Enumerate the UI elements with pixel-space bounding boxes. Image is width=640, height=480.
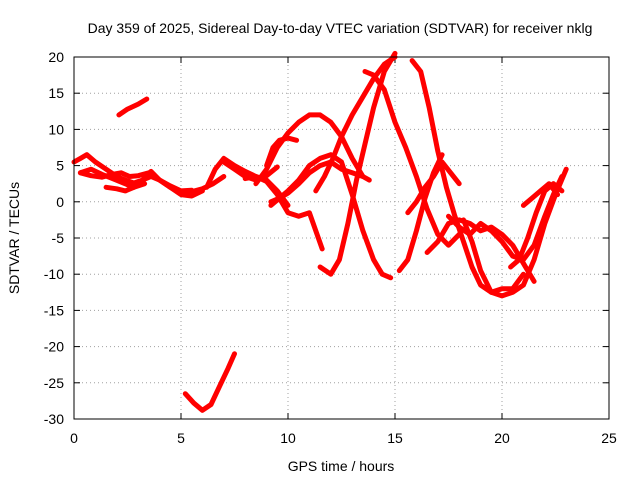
series-arc-19	[405, 159, 462, 216]
y-tick-label: -10	[44, 266, 64, 282]
series-arc-04	[103, 174, 205, 199]
series-arc-16	[362, 69, 462, 248]
series-arc-05	[116, 96, 150, 118]
plot-frame	[73, 56, 610, 420]
y-tick-label: -30	[44, 411, 64, 427]
x-axis-label: GPS time / hours	[288, 458, 395, 474]
series-arc-22	[461, 166, 569, 299]
y-axis-label: SDTVAR / TECUs	[6, 182, 22, 294]
y-tick-label: -15	[44, 302, 64, 318]
series-arc-11	[264, 135, 300, 169]
x-tick-label: 0	[70, 430, 78, 446]
series-arc-17	[409, 58, 526, 295]
y-tick-label: -20	[44, 339, 64, 355]
y-tick-label: 20	[48, 49, 64, 65]
y-tick-label: -5	[52, 230, 65, 246]
series-arc-06	[182, 351, 237, 413]
y-tick-label: 15	[48, 85, 64, 101]
series-arc-12	[268, 152, 394, 281]
x-tick-label: 25	[601, 430, 617, 446]
chart-title: Day 359 of 2025, Sidereal Day-to-day VTE…	[88, 20, 593, 36]
x-tick-label: 20	[494, 430, 510, 446]
y-tick-label: 10	[48, 121, 64, 137]
series-arc-10	[253, 112, 366, 187]
x-tick-label: 15	[387, 430, 403, 446]
series-arc-24	[520, 181, 561, 208]
y-tick-label: 0	[56, 194, 64, 210]
data-series	[71, 50, 569, 413]
series-arc-20	[424, 217, 537, 284]
series-arc-14	[313, 54, 398, 194]
y-tick-label: -25	[44, 375, 64, 391]
series-arc-23	[508, 181, 565, 270]
x-tick-label: 5	[177, 430, 185, 446]
x-tick-label: 10	[280, 430, 296, 446]
y-tick-label: 5	[56, 158, 64, 174]
